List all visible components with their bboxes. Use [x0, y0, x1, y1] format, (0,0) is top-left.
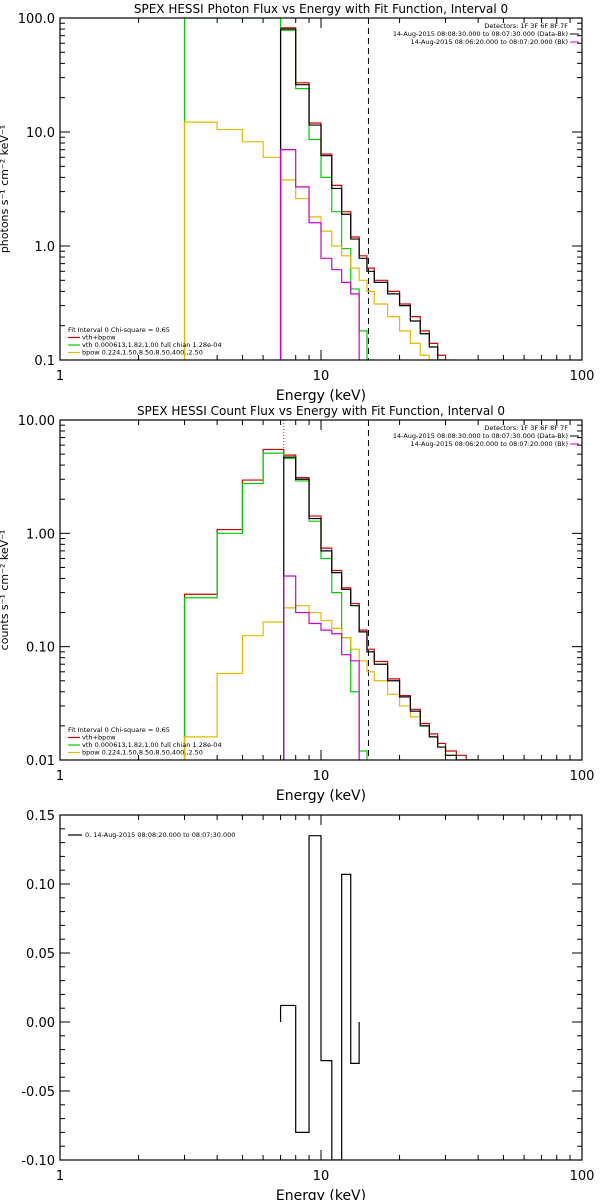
y-tick-label: 10.0 [26, 126, 55, 141]
x-axis-label: Energy (keV) [276, 1188, 366, 1200]
y-tick-label: 100.0 [18, 12, 55, 27]
plot-frame [59, 814, 583, 1161]
y-tick-label: -0.10 [21, 1154, 55, 1169]
y-tick-label: 0.10 [26, 641, 55, 656]
y-tick-label: 1.00 [26, 527, 55, 542]
info-line: 14-Aug-2015 08:06:20.000 to 08:07:20.000… [411, 440, 568, 448]
y-tick-label: 0.1 [34, 354, 55, 369]
legend-entry: vth 0.000613,1.82,1.00 full chian 1.28e-… [82, 341, 222, 349]
y-axis-label: counts s⁻¹ cm⁻² keV⁻¹ [0, 530, 11, 651]
series-data-step [279, 28, 446, 360]
legend-entry: vth+bpow [82, 734, 116, 742]
series-layer [183, 18, 457, 360]
x-tick-label: 1 [56, 769, 64, 784]
plot-frame [59, 17, 583, 361]
y-tick-label: 1.0 [34, 240, 55, 255]
x-tick-label: 1 [56, 1169, 64, 1184]
x-tick-label: 10 [313, 769, 330, 784]
legend-entry: bpow 0.224,1.50,8.50,8.50,400.,2.50 [82, 749, 203, 757]
chart-title: SPEX HESSI Count Flux vs Energy with Fit… [137, 404, 505, 418]
x-tick-label: 100 [570, 369, 595, 384]
y-tick-label: 0.01 [26, 754, 55, 769]
y-tick-label: -0.05 [21, 1085, 55, 1100]
legend-entry: vth 0.000613,1.82,1.00 full chian 1.28e-… [82, 741, 222, 749]
y-tick-label: 0.10 [26, 878, 55, 893]
x-tick-label: 10 [313, 369, 330, 384]
y-tick-label: 0.00 [26, 1016, 55, 1031]
x-tick-label: 100 [570, 769, 595, 784]
x-tick-label: 100 [570, 1169, 595, 1184]
legend-entry: Fit Interval 0 Chi-square = 0.65 [68, 326, 170, 334]
x-axis-label: Energy (keV) [276, 788, 366, 804]
x-tick-label: 10 [313, 1169, 330, 1184]
series-bk-step [279, 149, 360, 360]
x-axis-label: Energy (keV) [276, 388, 366, 404]
chart-title: SPEX HESSI Photon Flux vs Energy with Fi… [134, 2, 508, 16]
info-line: 14-Aug-2015 08:08:30.000 to 08:07:30.000… [393, 30, 568, 38]
y-tick-label: 0.15 [26, 809, 55, 824]
info-line: Detectors: 1F 3F 6F 8F 7F [484, 424, 568, 432]
series-layer [279, 835, 360, 1160]
chart-residuals: 1 10 100 -0.10 -0.05 0.00 0.05 0.10 0.15 Energy (… [21, 809, 594, 1200]
legend-entry: Fit Interval 0 Chi-square = 0.65 [68, 726, 170, 734]
series-data-step [283, 456, 479, 760]
chart-count: SPEX HESSI Count Flux vs Energy with Fit… [0, 404, 594, 804]
chart-photon: SPEX HESSI Photon Flux vs Energy with Fi… [0, 2, 594, 404]
info-line: Detectors: 1F 3F 6F 8F 7F [484, 22, 568, 30]
y-tick-label: 10.00 [18, 414, 55, 429]
x-tick-label: 1 [56, 369, 64, 384]
series-layer [183, 448, 479, 760]
legend-entry: bpow 0.224,1.50,8.50,8.50,400.,2.50 [82, 349, 203, 357]
legend-entry: 0, 14-Aug-2015 08:08:20.000 to 08:07:30.… [85, 831, 235, 839]
y-axis-label: photons s⁻¹ cm⁻² keV⁻¹ [0, 125, 11, 253]
info-line: 14-Aug-2015 08:08:30.000 to 08:07:30.000… [393, 432, 568, 440]
series-bk-step [283, 575, 360, 760]
y-tick-label: 0.05 [26, 947, 55, 962]
plot-frame [59, 419, 583, 761]
info-line: 14-Aug-2015 08:06:20.000 to 08:07:20.000… [411, 38, 568, 46]
series-bpow-step [183, 121, 457, 360]
legend-entry: vth+bpow [82, 334, 116, 342]
series-data-step [279, 835, 360, 1160]
